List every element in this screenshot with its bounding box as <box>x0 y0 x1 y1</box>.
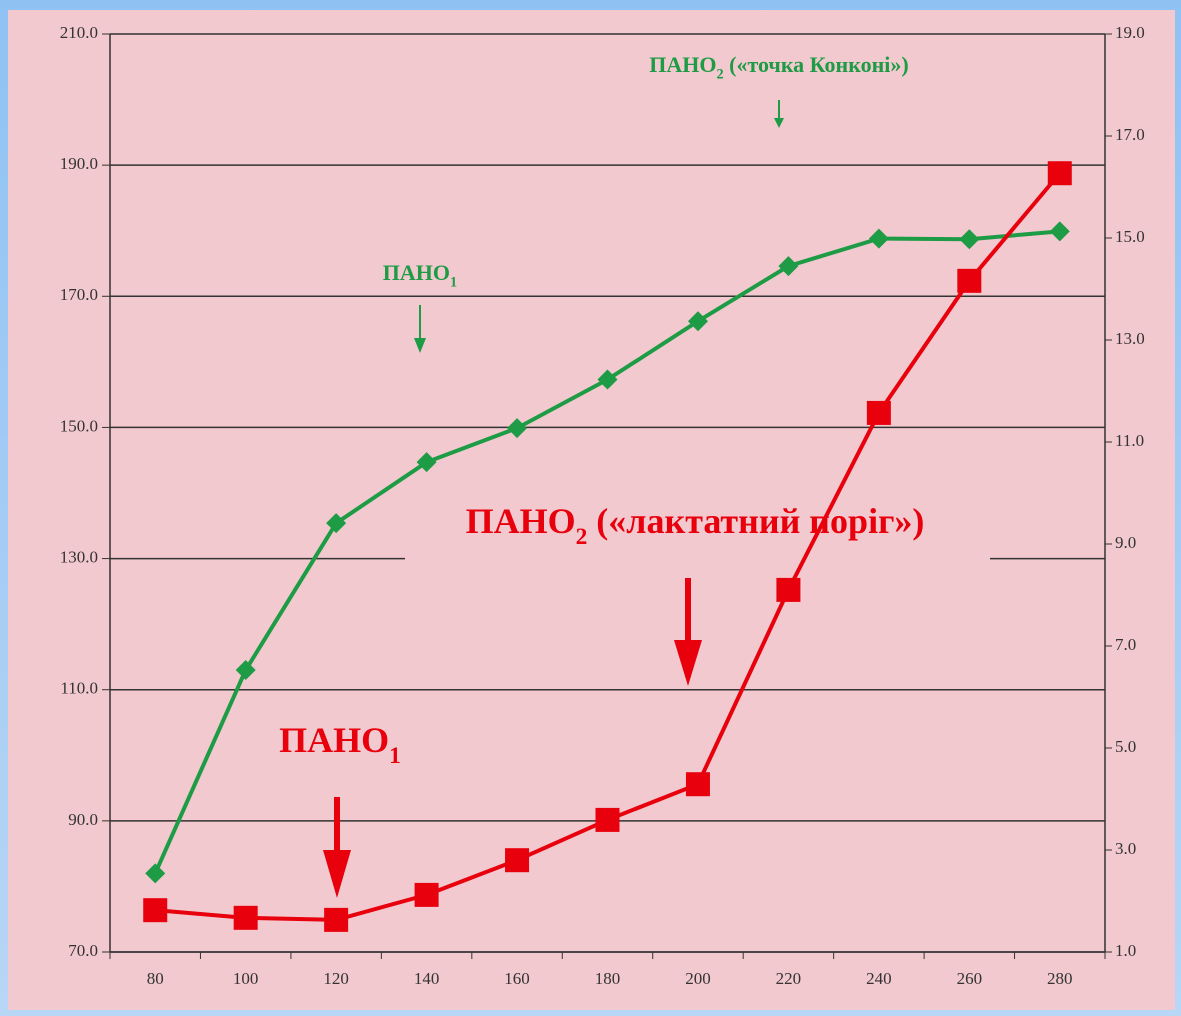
arrow-head <box>674 640 702 686</box>
y2-tick-label: 7.0 <box>1115 635 1136 654</box>
annotation: ПАНО2 («лактатний поріг») <box>466 501 925 550</box>
x-tick-label: 120 <box>323 969 349 988</box>
x-tick-label: 80 <box>147 969 164 988</box>
marker <box>326 513 347 534</box>
y2-tick-label: 19.0 <box>1115 23 1145 42</box>
x-tick-label: 280 <box>1047 969 1073 988</box>
annotation-text: ПАНО <box>466 501 576 541</box>
arrow-head <box>774 118 784 128</box>
annotation: ПАНО1 <box>383 260 457 291</box>
y2-tick-label: 11.0 <box>1115 431 1144 450</box>
x-tick-label: 220 <box>776 969 802 988</box>
annotation-rest: («лактатний поріг») <box>587 501 924 541</box>
marker <box>507 418 528 439</box>
x-tick-label: 240 <box>866 969 892 988</box>
y2-tick-label: 17.0 <box>1115 125 1145 144</box>
y-tick-label: 130.0 <box>60 547 98 566</box>
y-tick-label: 190.0 <box>60 154 98 173</box>
marker <box>959 229 980 250</box>
annotation-text: ПАНО <box>279 720 389 760</box>
y2-tick-label: 9.0 <box>1115 533 1136 552</box>
y-tick-label: 70.0 <box>68 941 98 960</box>
marker <box>866 400 891 425</box>
marker <box>685 772 710 797</box>
x-tick-label: 140 <box>414 969 440 988</box>
annotation-sub: 2 <box>576 524 588 550</box>
marker <box>776 577 801 602</box>
x-tick-label: 160 <box>504 969 530 988</box>
annotation-sub: 2 <box>717 67 724 83</box>
arrows <box>323 100 784 898</box>
annotation-text: ПАНО <box>383 260 450 285</box>
marker <box>505 848 530 873</box>
y2-tick-label: 13.0 <box>1115 329 1145 348</box>
annotation-sub: 1 <box>389 743 401 769</box>
y-tick-label: 170.0 <box>60 285 98 304</box>
annotation: ПАНО1 <box>279 720 401 769</box>
marker <box>143 898 168 923</box>
annotation-text: ПАНО <box>649 52 716 77</box>
marker <box>1049 221 1070 242</box>
arrow-head <box>414 338 426 353</box>
marker <box>324 907 349 932</box>
marker <box>414 882 439 907</box>
arrow-head <box>323 850 351 898</box>
marker <box>868 228 889 249</box>
x-tick-label: 260 <box>957 969 983 988</box>
marker <box>597 369 618 390</box>
annotation: ПАНО2 («точка Конконі») <box>649 52 908 83</box>
x-tick-label: 180 <box>595 969 621 988</box>
marker <box>1047 161 1072 186</box>
y2-tick-label: 3.0 <box>1115 839 1136 858</box>
annotation-box <box>405 490 990 570</box>
y-tick-label: 210.0 <box>60 23 98 42</box>
y-tick-label: 110.0 <box>60 679 98 698</box>
annotation-rest: («точка Конконі») <box>724 52 909 77</box>
y-tick-label: 150.0 <box>60 416 98 435</box>
annotation-sub: 1 <box>450 275 457 291</box>
plot: 70.0 90.0 110.0 130.0 150.0 170.0 190.0 210.0 1.… <box>60 23 1145 988</box>
marker <box>957 268 982 293</box>
marker <box>235 660 256 681</box>
x-tick-label: 200 <box>685 969 711 988</box>
marker <box>687 311 708 332</box>
y2-tick-label: 15.0 <box>1115 227 1145 246</box>
marker <box>145 863 166 884</box>
marker <box>233 905 258 930</box>
y2-tick-label: 5.0 <box>1115 737 1136 756</box>
marker <box>416 452 437 473</box>
x-tick-label: 100 <box>233 969 259 988</box>
marker <box>595 807 620 832</box>
y-tick-label: 90.0 <box>68 810 98 829</box>
y2-tick-label: 1.0 <box>1115 941 1136 960</box>
marker <box>778 256 799 277</box>
